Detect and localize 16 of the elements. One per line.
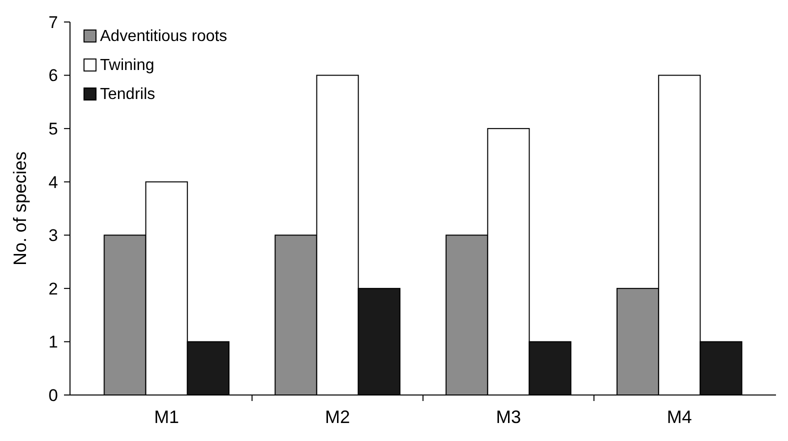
x-tick-label: M4 [666, 407, 692, 427]
y-tick-label: 1 [48, 332, 58, 352]
y-tick-label: 3 [48, 226, 58, 246]
y-axis-title: No. of species [10, 151, 30, 266]
y-tick-label: 5 [48, 120, 58, 139]
legend-label: Tendrils [100, 86, 156, 103]
y-tick-label: 6 [48, 66, 58, 86]
legend-label: Twining [100, 57, 154, 74]
y-tick-label: 2 [48, 279, 58, 298]
legend-label: Adventitious roots [100, 28, 228, 45]
y-tick-label: 4 [48, 172, 58, 192]
y-tick-label: 7 [48, 12, 58, 32]
x-tick-label: M2 [325, 407, 350, 427]
x-tick-label: M3 [496, 407, 521, 427]
x-tick-label: M1 [154, 407, 180, 427]
y-tick-label: 0 [48, 386, 58, 405]
